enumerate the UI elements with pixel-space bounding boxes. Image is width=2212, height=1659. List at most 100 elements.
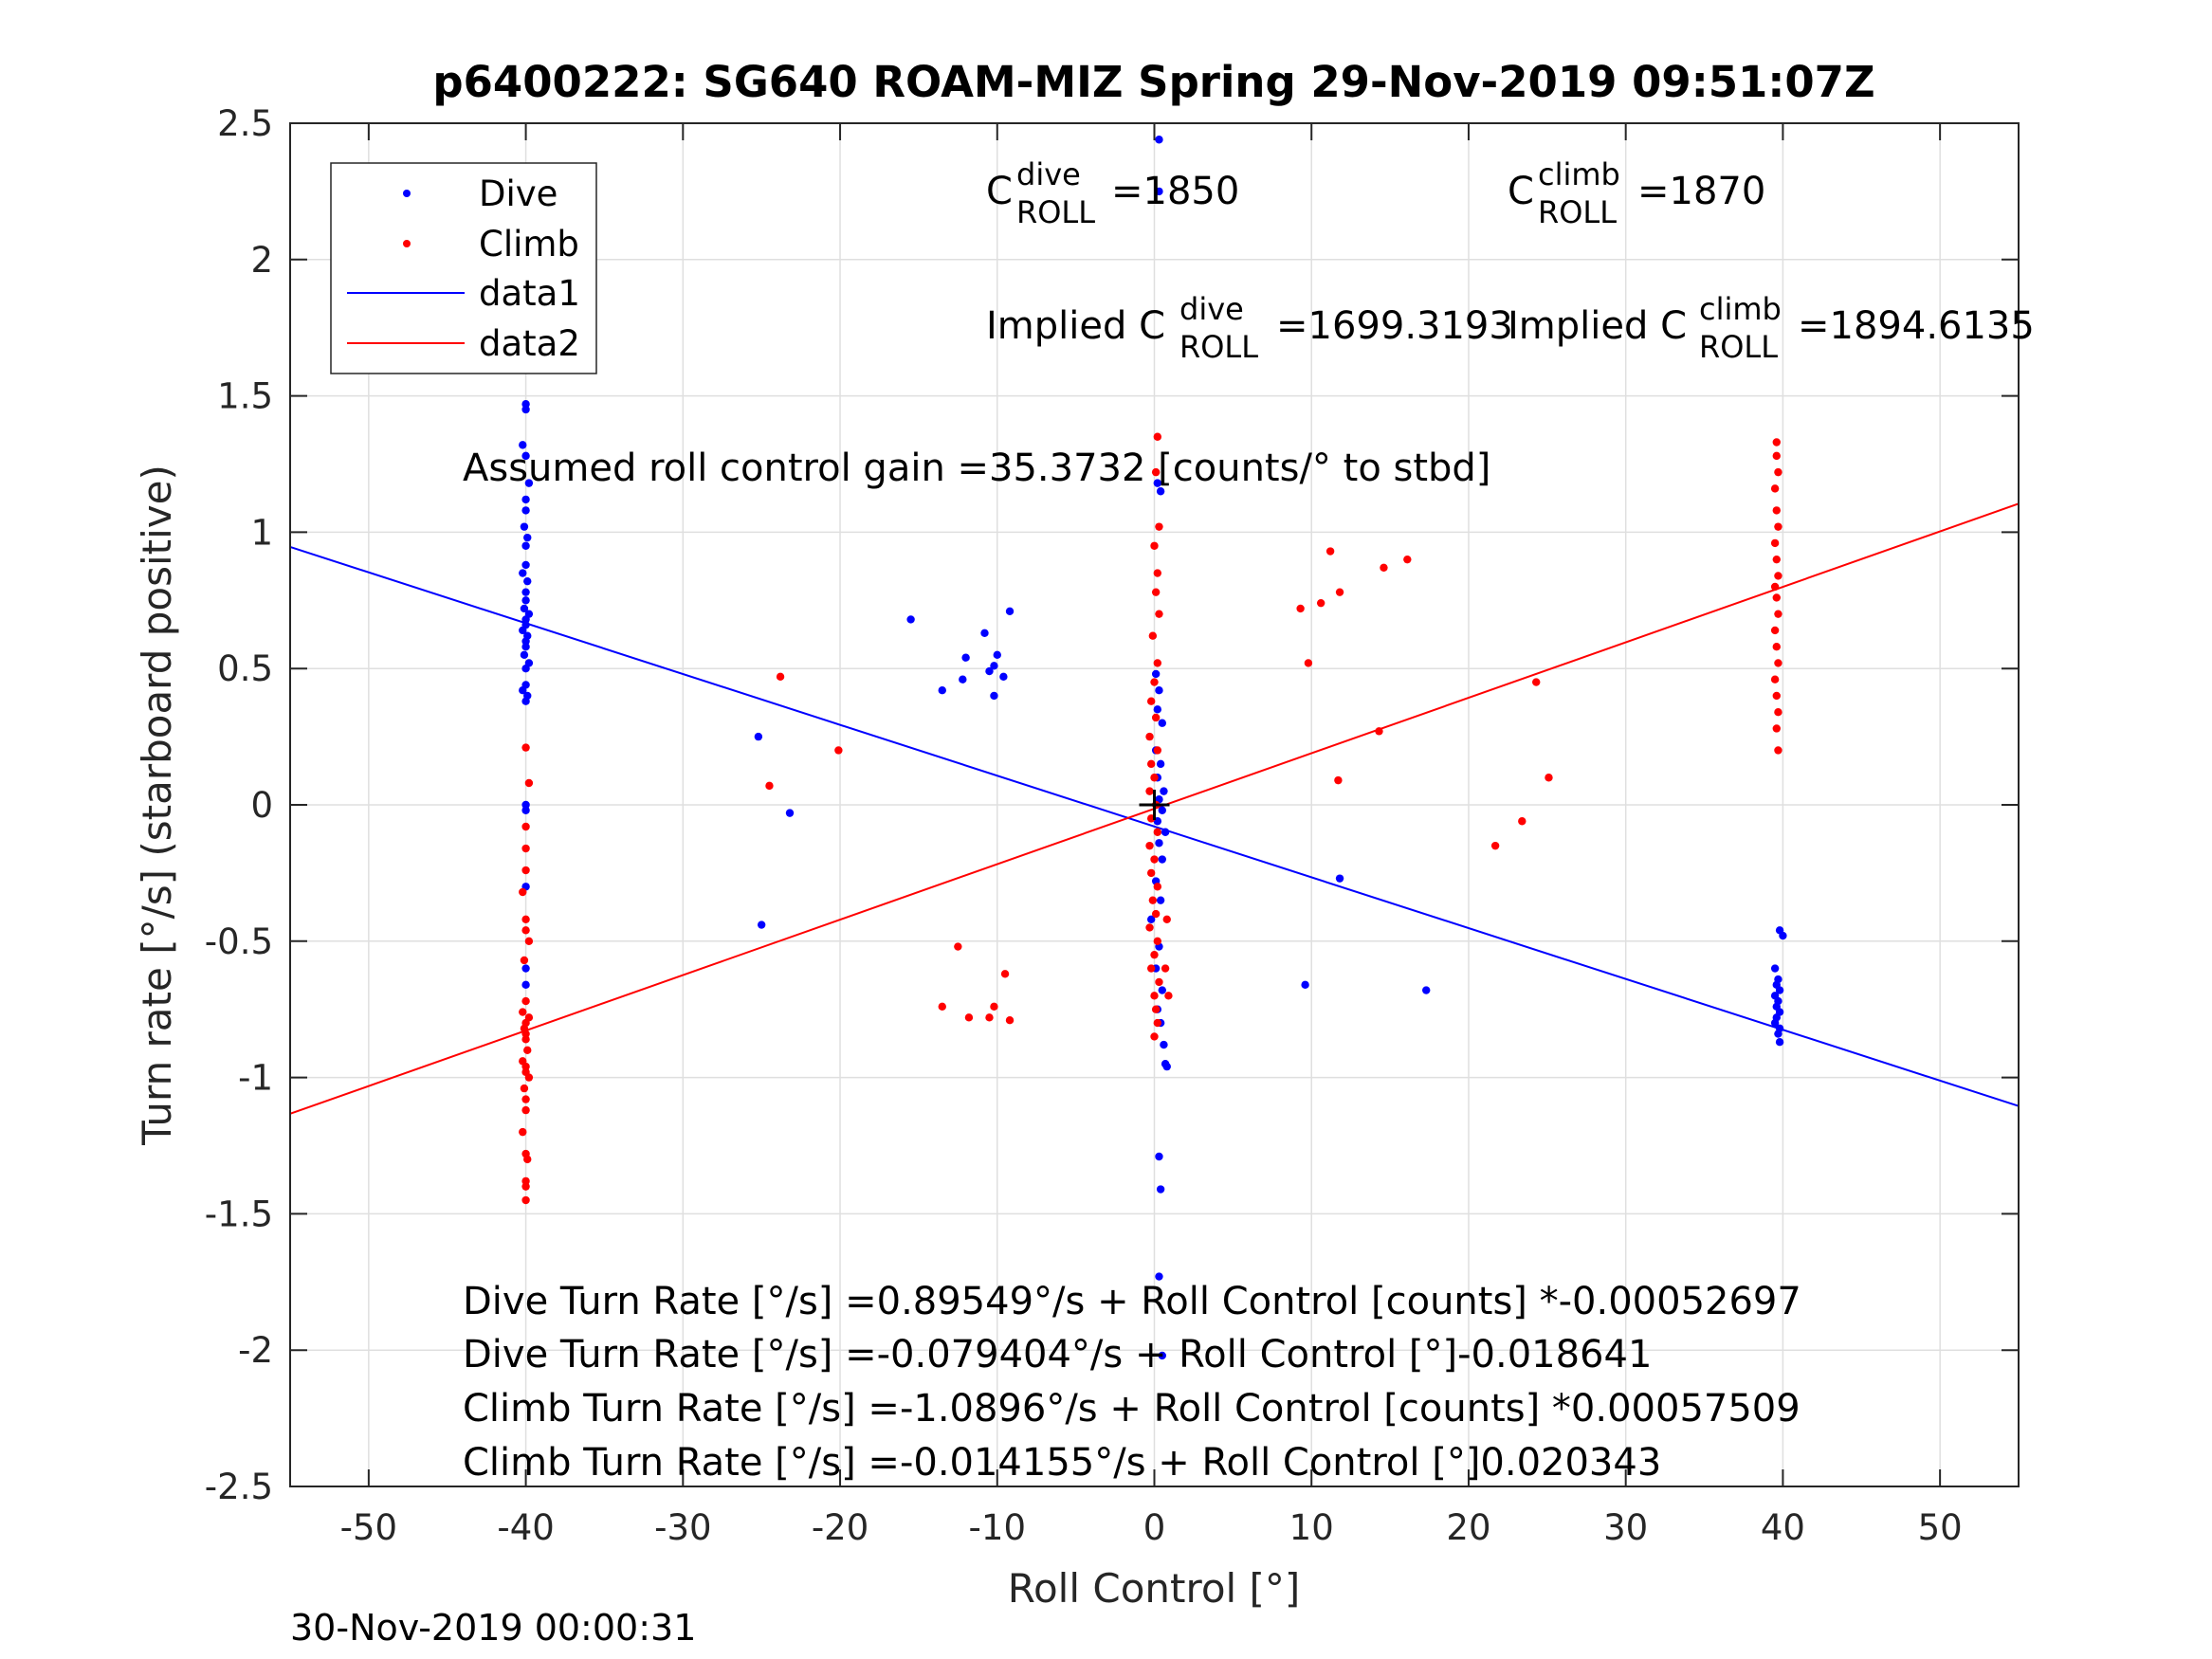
climb-point bbox=[1770, 484, 1780, 493]
climb-point bbox=[524, 1073, 534, 1082]
x-tick-label: 50 bbox=[1918, 1507, 1963, 1548]
implied-c-climb-subscript: ROLL bbox=[1699, 329, 1778, 365]
climb-point bbox=[521, 1176, 530, 1186]
climb-point bbox=[1146, 759, 1156, 769]
climb-point bbox=[1774, 467, 1782, 477]
climb-point bbox=[521, 866, 530, 875]
x-tick-label: -20 bbox=[812, 1507, 868, 1548]
climb-point bbox=[1153, 569, 1162, 577]
x-tick-label: -50 bbox=[340, 1507, 397, 1548]
dive-point bbox=[521, 637, 530, 646]
dive-point bbox=[521, 506, 530, 515]
dive-point bbox=[1158, 806, 1166, 814]
climb-point bbox=[1151, 713, 1161, 722]
climb-point bbox=[1150, 1032, 1159, 1041]
climb-point bbox=[1146, 964, 1156, 973]
dive-point bbox=[521, 806, 530, 814]
c-dive-subscript: ROLL bbox=[1016, 194, 1095, 230]
y-tick-label: -2.5 bbox=[205, 1467, 273, 1507]
dive-point bbox=[757, 921, 766, 929]
dive-point bbox=[1161, 828, 1170, 836]
dive-point bbox=[1770, 1018, 1780, 1028]
climb-point bbox=[1148, 631, 1158, 640]
climb-point bbox=[765, 781, 774, 791]
x-tick-label: 40 bbox=[1761, 1507, 1805, 1548]
climb-point bbox=[1161, 964, 1170, 973]
legend-climb-label: Climb bbox=[479, 224, 579, 264]
climb-point bbox=[985, 1013, 994, 1022]
climb-point bbox=[521, 1062, 530, 1071]
climb-point bbox=[1335, 588, 1344, 596]
climb-point bbox=[1145, 787, 1154, 795]
climb-point bbox=[521, 926, 530, 935]
dive-point bbox=[1335, 874, 1344, 883]
dive-point bbox=[985, 666, 994, 676]
data-points bbox=[519, 136, 1787, 1360]
dive-point bbox=[521, 615, 530, 624]
dive-point bbox=[521, 964, 530, 973]
implied-c-dive-value: =1699.3193 bbox=[1276, 304, 1513, 348]
climb-point bbox=[1375, 727, 1383, 736]
dive-point bbox=[990, 662, 998, 670]
y-tick-label: -1.5 bbox=[205, 1194, 273, 1234]
dive-point bbox=[523, 576, 532, 586]
y-tick-label: 0 bbox=[250, 785, 273, 826]
c-climb-superscript: climb bbox=[1538, 156, 1620, 192]
dive-point bbox=[1155, 187, 1163, 196]
dive-point bbox=[521, 697, 530, 705]
roll-gain-annotation: Assumed roll control gain =35.3732 [coun… bbox=[463, 447, 1490, 490]
climb-point bbox=[1770, 626, 1780, 635]
climb-point bbox=[964, 1013, 974, 1022]
dive-point bbox=[980, 629, 989, 638]
climb-point bbox=[990, 1002, 998, 1012]
climb-point bbox=[1146, 868, 1156, 878]
dive-point bbox=[1770, 964, 1780, 973]
climb-point bbox=[1772, 506, 1781, 515]
climb-point bbox=[1145, 841, 1154, 850]
climb-point bbox=[521, 1105, 530, 1115]
dive-point bbox=[1156, 896, 1165, 904]
climb-point bbox=[521, 996, 530, 1006]
dive-equation-counts: Dive Turn Rate [°/s] =0.89549°/s + Roll … bbox=[463, 1280, 1801, 1323]
legend-data2-label: data2 bbox=[479, 323, 580, 364]
climb-point bbox=[1380, 563, 1388, 572]
c-climb-letter: C bbox=[1508, 170, 1534, 213]
dive-point bbox=[521, 980, 530, 990]
dive-point bbox=[1158, 1351, 1166, 1360]
climb-point bbox=[1150, 855, 1159, 864]
implied-c-climb-letter: Implied C bbox=[1508, 304, 1687, 348]
dive-point bbox=[961, 653, 970, 662]
x-tick-label: -40 bbox=[497, 1507, 554, 1548]
dive-point bbox=[521, 588, 530, 596]
implied-c-dive-superscript: dive bbox=[1179, 291, 1244, 327]
climb-point bbox=[1155, 522, 1163, 531]
dive-point bbox=[1155, 686, 1163, 695]
climb-point bbox=[834, 746, 843, 755]
dive-point bbox=[520, 522, 529, 531]
dive-equation-degrees: Dive Turn Rate [°/s] =-0.079404°/s + Rol… bbox=[463, 1333, 1652, 1376]
x-tick-label: -30 bbox=[654, 1507, 711, 1548]
climb-point bbox=[520, 1084, 529, 1093]
climb-point bbox=[1153, 828, 1162, 836]
dive-point bbox=[521, 642, 530, 651]
climb-point bbox=[1150, 678, 1159, 686]
legend-box bbox=[330, 162, 597, 374]
climb-point bbox=[1774, 659, 1782, 667]
climb-point bbox=[1316, 598, 1325, 608]
x-tick-label: 10 bbox=[1289, 1507, 1334, 1548]
dive-point bbox=[521, 665, 530, 673]
climb-point bbox=[1148, 896, 1158, 904]
dive-point bbox=[1153, 479, 1162, 487]
x-tick-label: 30 bbox=[1603, 1507, 1648, 1548]
climb-equation-degrees: Climb Turn Rate [°/s] =-0.014155°/s + Ro… bbox=[463, 1441, 1661, 1485]
dive-point bbox=[1158, 855, 1166, 864]
dive-point bbox=[1422, 986, 1431, 994]
dive-point bbox=[1155, 136, 1163, 144]
dive-point bbox=[523, 533, 532, 542]
climb-point bbox=[1150, 950, 1159, 959]
climb-point bbox=[520, 956, 529, 965]
climb-point bbox=[521, 822, 530, 831]
climb-point bbox=[1304, 659, 1313, 667]
dive-point bbox=[1156, 487, 1165, 496]
